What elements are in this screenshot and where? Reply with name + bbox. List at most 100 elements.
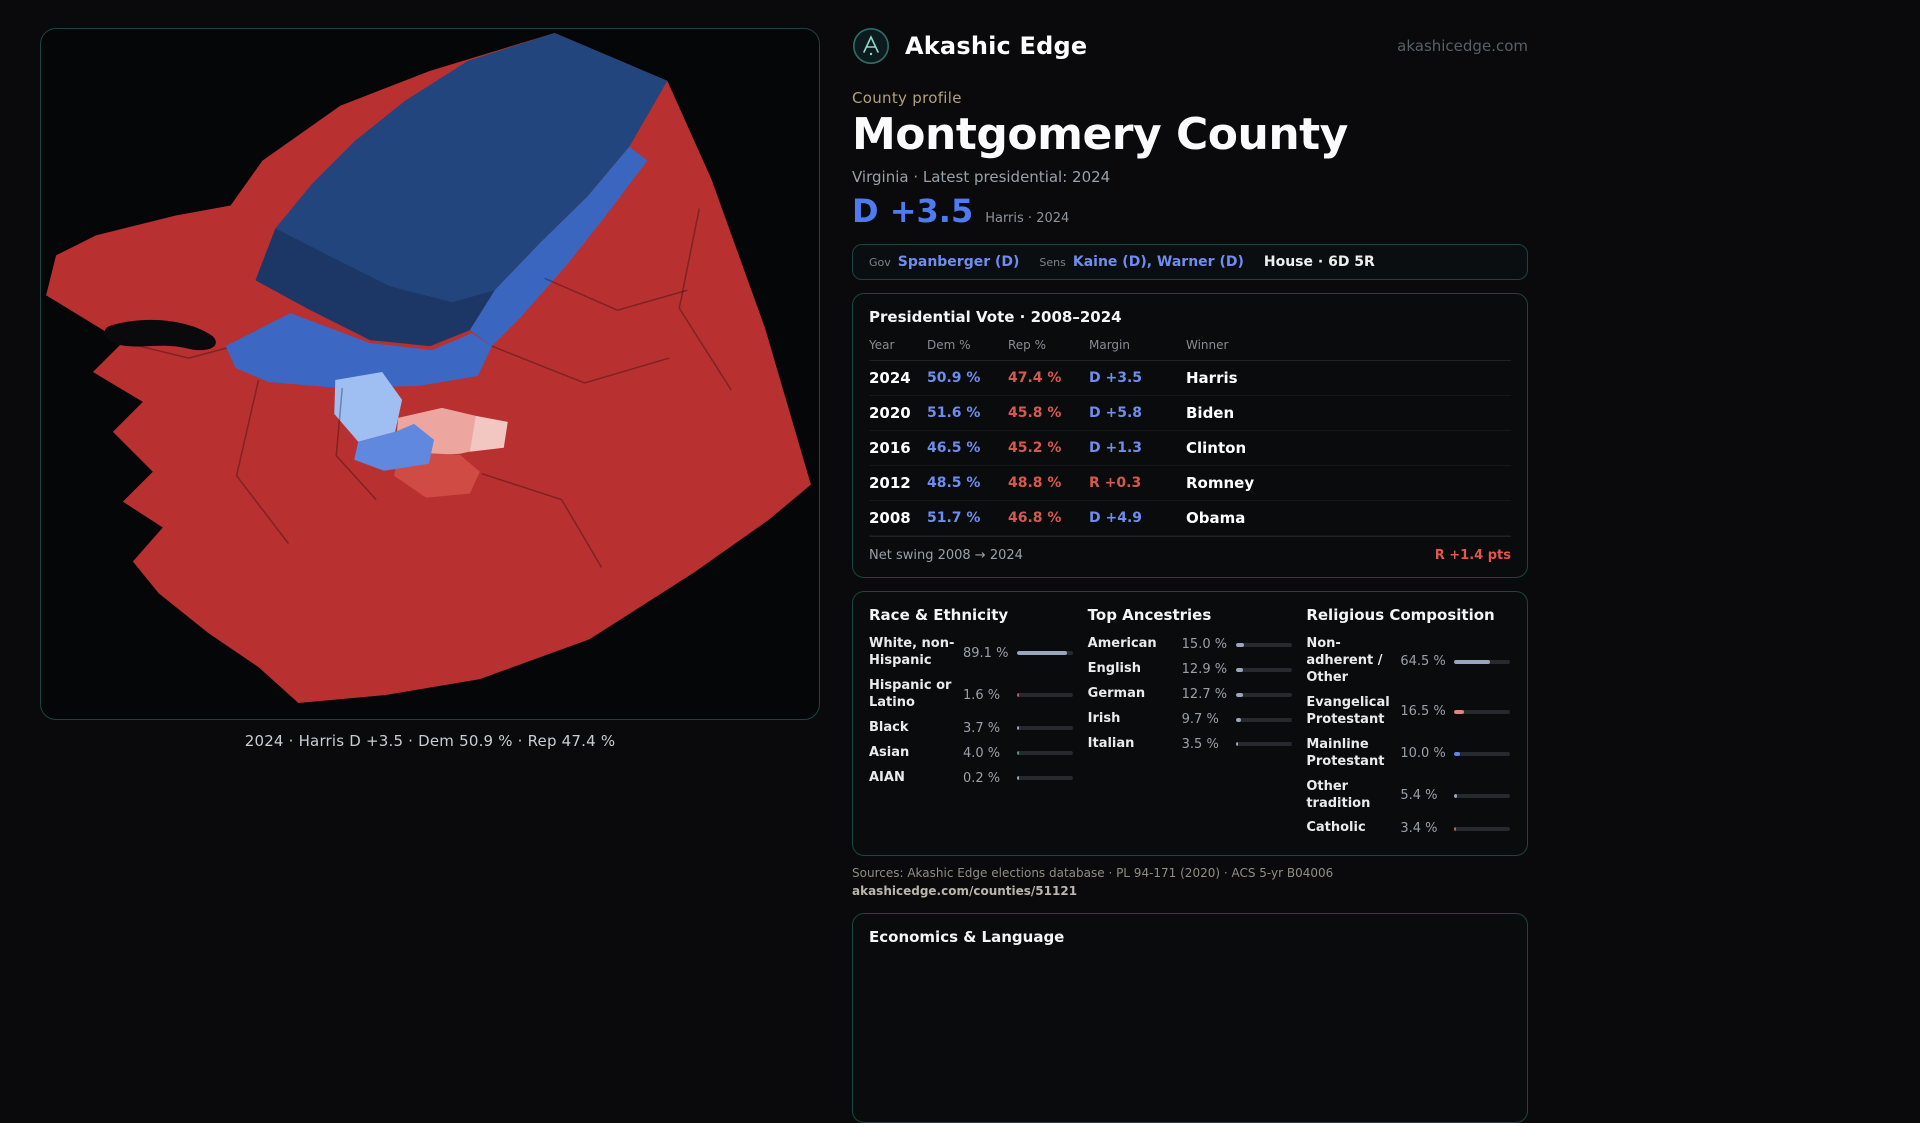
cell-margin: R +0.3 xyxy=(1089,475,1142,492)
table-row: 2008 51.7 % 46.8 % D +4.9 Obama xyxy=(869,501,1511,537)
stat-label: Black xyxy=(869,719,909,735)
stat-label: Other tradition xyxy=(1306,778,1371,811)
cell-margin: D +3.5 xyxy=(1089,370,1143,387)
col-winner: Winner xyxy=(1186,338,1229,353)
stat-label: Catholic xyxy=(1306,820,1366,836)
stat-label: Asian xyxy=(869,744,910,760)
stat-value: 12.9 % xyxy=(1181,662,1228,678)
stat-row: Mainline Protestant 10.0 % xyxy=(1306,733,1511,775)
demographics-panel: Race & Ethnicity White, non-Hispanic 89.… xyxy=(852,591,1528,857)
map-region-navy xyxy=(255,32,668,347)
stat-row: AIAN 0.2 % xyxy=(869,766,1074,791)
cell-winner: Obama xyxy=(1186,509,1246,528)
stat-row: White, non-Hispanic 89.1 % xyxy=(869,632,1074,674)
table-row: 2012 48.5 % 48.8 % R +0.3 Romney xyxy=(869,466,1511,502)
col-year: Year xyxy=(869,338,895,353)
stat-meter xyxy=(1235,692,1292,697)
cell-rep: 46.8 % xyxy=(1008,510,1062,527)
cell-winner: Biden xyxy=(1186,404,1235,423)
eyebrow-label: County profile xyxy=(852,89,962,107)
stat-value: 1.6 % xyxy=(963,687,1001,703)
cell-year: 2012 xyxy=(869,474,911,493)
stat-meter xyxy=(1017,751,1073,756)
stat-value: 5.4 % xyxy=(1400,788,1438,804)
subtitle: Virginia · Latest presidential: 2024 xyxy=(852,168,1111,187)
stat-row: Irish 9.7 % xyxy=(1088,707,1293,732)
county-choropleth-map[interactable] xyxy=(41,29,819,719)
stat-meter xyxy=(1454,826,1511,831)
stat-label: Non-adherent / Other xyxy=(1306,636,1383,686)
stat-label: Evangelical Protestant xyxy=(1306,695,1390,727)
gov-label: Gov xyxy=(869,255,891,269)
presidential-table: Year Dem % Rep % Margin Winner 2024 50.9… xyxy=(869,335,1511,563)
stat-meter xyxy=(1454,659,1511,664)
stat-value: 3.4 % xyxy=(1400,821,1438,837)
sources-block: Sources: Akashic Edge elections database… xyxy=(852,865,1528,900)
cell-winner: Harris xyxy=(1186,369,1238,388)
stat-value: 4.0 % xyxy=(963,745,1001,761)
headline-caption: Harris · 2024 xyxy=(985,211,1070,227)
cell-margin: D +4.9 xyxy=(1089,510,1143,527)
house-value: House · 6D 5R xyxy=(1263,254,1375,271)
net-swing-label: Net swing 2008 → 2024 xyxy=(869,548,1023,564)
presidential-vote-panel: Presidential Vote · 2008–2024 Year Dem %… xyxy=(852,293,1528,579)
table-row: 2020 51.6 % 45.8 % D +5.8 Biden xyxy=(869,396,1511,432)
presidential-panel-title: Presidential Vote · 2008–2024 xyxy=(869,308,1122,327)
map-region-light-blue xyxy=(334,372,403,442)
religion-column: Religious Composition Non-adherent / Oth… xyxy=(1306,606,1511,841)
stat-label: Irish xyxy=(1087,711,1121,727)
stat-meter xyxy=(1017,726,1073,731)
stat-label: German xyxy=(1087,686,1146,702)
stat-value: 16.5 % xyxy=(1400,704,1446,720)
headline-margin: D +3.5 xyxy=(852,192,974,231)
header: Akashic Edge akashicedge.com xyxy=(852,27,1528,65)
stat-meter xyxy=(1235,667,1292,672)
stat-label: White, non-Hispanic xyxy=(869,636,955,669)
precinct-boundaries xyxy=(122,208,732,568)
stat-meter xyxy=(1454,751,1511,756)
cell-rep: 45.8 % xyxy=(1008,405,1062,422)
cell-margin: D +1.3 xyxy=(1089,440,1143,457)
economics-panel-title: Economics & Language xyxy=(869,928,1065,947)
stat-value: 64.5 % xyxy=(1400,654,1446,670)
county-map-panel xyxy=(40,28,820,720)
cell-dem: 46.5 % xyxy=(927,440,981,457)
map-region-blue-strip xyxy=(469,146,648,347)
brand-logo-icon xyxy=(852,27,890,65)
stat-meter xyxy=(1017,776,1073,781)
col-dem: Dem % xyxy=(927,338,971,353)
stat-row: Non-adherent / Other 64.5 % xyxy=(1306,632,1511,691)
stat-row: Hispanic or Latino 1.6 % xyxy=(869,674,1074,716)
cell-rep: 48.8 % xyxy=(1008,475,1062,492)
stat-label: American xyxy=(1087,636,1157,652)
cell-dem: 50.9 % xyxy=(927,370,981,387)
map-region-blue-band xyxy=(225,313,492,388)
gov-value: Spanberger (D) xyxy=(897,254,1020,271)
stat-value: 10.0 % xyxy=(1400,746,1446,762)
cell-year: 2008 xyxy=(869,509,911,528)
ancestries-title: Top Ancestries xyxy=(1087,606,1212,625)
net-swing-row: Net swing 2008 → 2024 R +1.4 pts xyxy=(869,536,1511,563)
stat-row: German 12.7 % xyxy=(1088,682,1293,707)
col-rep: Rep % xyxy=(1008,338,1047,353)
stat-value: 3.5 % xyxy=(1181,736,1219,752)
cell-year: 2020 xyxy=(869,404,911,423)
net-swing-value: R +1.4 pts xyxy=(1434,548,1511,564)
map-region-pink-light xyxy=(469,415,508,452)
stat-value: 0.2 % xyxy=(963,770,1001,786)
county-permalink[interactable]: akashicedge.com/counties/51121 xyxy=(852,883,1078,898)
cell-year: 2024 xyxy=(869,369,911,388)
stat-meter xyxy=(1017,651,1073,656)
race-title: Race & Ethnicity xyxy=(869,606,1009,625)
map-region-medium-blue xyxy=(354,423,434,471)
map-region-navy-dark xyxy=(255,228,495,347)
stat-value: 15.0 % xyxy=(1181,637,1228,653)
stat-label: English xyxy=(1087,661,1142,677)
col-margin: Margin xyxy=(1089,338,1130,353)
stat-row: Other tradition 5.4 % xyxy=(1306,775,1511,817)
stat-row: English 12.9 % xyxy=(1088,657,1293,682)
table-row: 2024 50.9 % 47.4 % D +3.5 Harris xyxy=(869,361,1511,397)
stat-value: 3.7 % xyxy=(963,720,1001,736)
brand-domain: akashicedge.com xyxy=(1397,37,1528,55)
stat-value: 89.1 % xyxy=(963,645,1009,661)
